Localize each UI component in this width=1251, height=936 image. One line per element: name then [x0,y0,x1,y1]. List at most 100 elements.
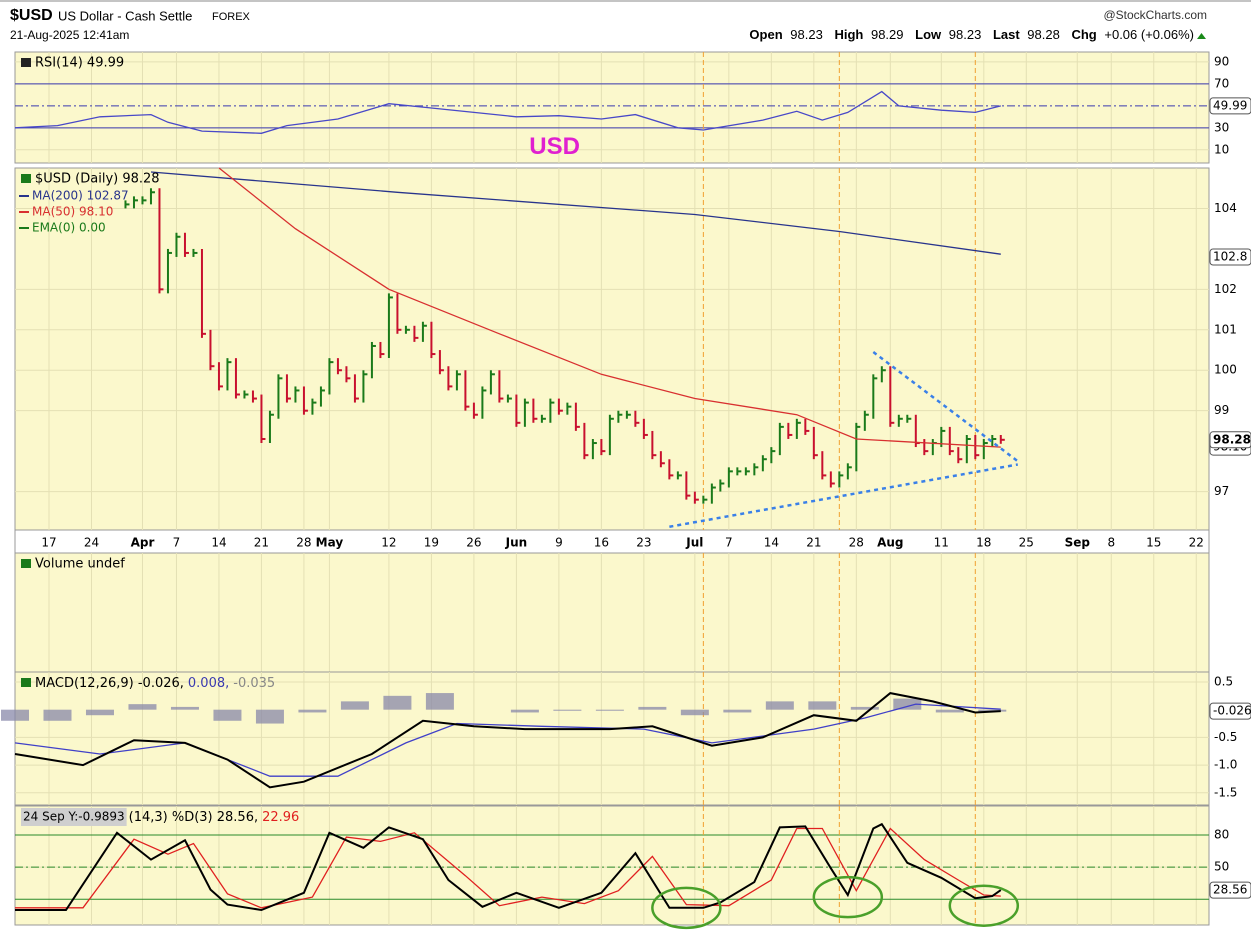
price-bar [727,467,733,488]
x-tick-label: 19 [424,536,439,550]
price-bar [345,366,351,383]
price-bar [404,325,410,334]
price-bar [294,386,300,403]
x-tick-label: Jun [505,536,528,550]
x-tick-label: 12 [381,536,396,550]
value-box [1209,881,1251,899]
x-tick-label: 16 [594,536,609,550]
x-tick-label: Aug [877,536,903,550]
price-bar [209,329,215,371]
quote: Open 98.23 High 98.29 Low 98.23 Last 98.… [749,27,1194,42]
price-bar [617,410,623,423]
y-tick-label: 10 [1214,142,1229,156]
highlight-circle [651,886,722,930]
price-bar [141,196,147,205]
price-bar [744,467,750,476]
histogram-bar [85,709,114,716]
price-bar [455,370,461,391]
price-bar [277,374,283,419]
price-bar [719,479,725,492]
histogram-bar [298,709,327,713]
price-bar [812,426,818,460]
price-bar [362,370,368,403]
panel-title: RSI(14) 49.99 [35,56,124,71]
histogram-bar [170,706,199,710]
quote-value: 98.23 [949,27,982,42]
y-tick-label: 101 [1214,322,1237,336]
price-bar [736,467,742,476]
quote-label: Chg [1071,27,1096,42]
panel-background [14,805,1210,926]
price-bar [481,386,487,419]
y-tick-label: 70 [1214,76,1229,90]
price-bar [353,374,359,403]
title-part: 0.008, [188,676,229,691]
price-bar [863,410,869,431]
price-bar [897,414,903,427]
price-bar [183,232,189,257]
x-tick-label: Sep [1065,536,1091,550]
quote-value: +0.06 (+0.06%) [1104,27,1194,42]
panel-title: Volume undef [35,557,125,572]
price-bar [608,414,614,456]
value-box-label: 28.56 [1213,883,1247,897]
series-line [14,692,1001,789]
value-box-label: 49.99 [1213,98,1247,112]
value-box [1209,97,1251,115]
x-tick-label: 21 [806,536,821,550]
price-bar [549,398,555,423]
quote-value: 98.23 [790,27,823,42]
x-tick-label: 28 [296,536,311,550]
x-tick-label: 25 [1019,536,1034,550]
histogram-bar [850,706,879,710]
x-tick-label: 15 [1146,536,1161,550]
quote-value: 98.29 [871,27,904,42]
price-bar [251,390,257,403]
x-tick-label: 24 [84,536,99,550]
exchange: FOREX [212,11,251,23]
legend-label: MA(200) 102.87 [32,189,129,203]
price-bar [821,451,827,480]
panel-background [14,671,1210,806]
price-bar [523,398,529,427]
timestamp: 21-Aug-2025 12:41am [10,28,129,42]
price-bar [999,434,1005,444]
price-bar [243,390,249,399]
histogram-bar [935,709,964,713]
price-bar [464,370,470,411]
quote-label: Low [915,27,942,42]
x-tick-label: 17 [41,536,56,550]
series-line [218,167,1001,448]
price-bar [336,358,342,375]
price-bar [447,366,453,391]
highlight-circle [948,884,1020,927]
x-tick-label: 21 [254,536,269,550]
x-tick-label: 14 [764,536,779,550]
price-bar [829,471,835,488]
panel-icon [21,678,31,687]
title-part: (14,3) %D(3) 28.56, [129,810,258,825]
x-tick-label: 7 [725,536,733,550]
price-bar [991,434,997,448]
instrument-name: US Dollar - Cash Settle [58,8,192,23]
quote-label: Open [749,27,782,42]
y-tick-label: -1.0 [1214,758,1237,772]
price-bar [583,422,589,460]
price-bar [158,188,164,294]
price-bar [710,483,716,504]
histogram-bar [765,701,794,710]
price-bar [855,422,861,472]
price-bar [880,366,886,383]
series-line [150,171,1001,255]
x-tick-label: 23 [636,536,651,550]
x-tick-label: 7 [173,536,181,550]
price-bar [659,451,665,468]
price-bar [600,439,606,456]
price-bar [515,394,521,427]
price-bar [260,394,266,443]
price-bar [668,459,674,480]
x-tick-label: 8 [1107,536,1115,550]
price-bar [285,374,291,403]
price-bar [396,293,402,334]
value-box-label: 102.8 [1213,249,1247,263]
